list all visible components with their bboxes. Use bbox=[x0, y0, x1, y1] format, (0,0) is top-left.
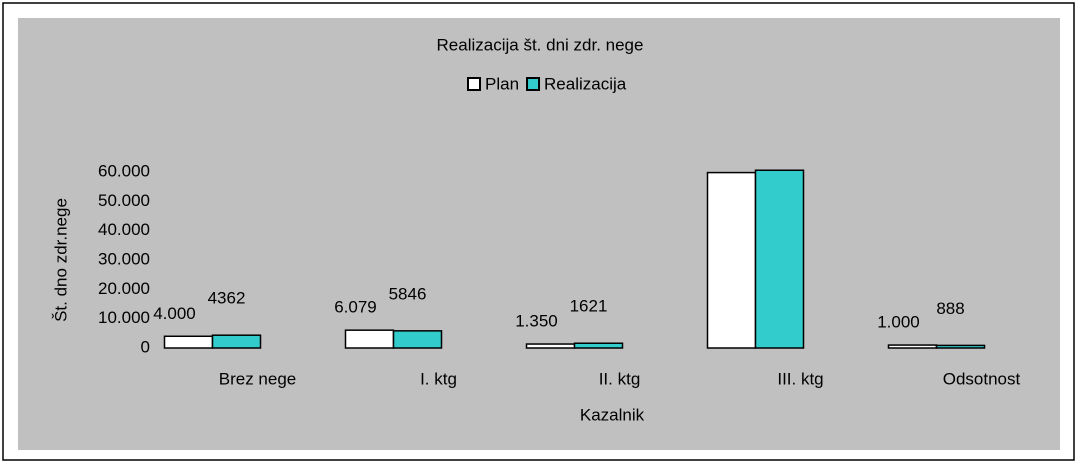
y-axis-label: Št. dno zdr.nege bbox=[51, 198, 70, 322]
bar bbox=[706, 171, 757, 349]
y-tick-label: 40.000 bbox=[98, 220, 150, 239]
data-label: 6.079 bbox=[334, 298, 377, 317]
data-label: 1.350 bbox=[515, 312, 558, 331]
x-tick-label: III. ktg bbox=[777, 369, 823, 388]
legend-swatch bbox=[526, 77, 541, 91]
y-tick-label: 50.000 bbox=[98, 191, 150, 210]
bar bbox=[754, 169, 805, 349]
data-label: 1.000 bbox=[877, 313, 920, 332]
data-label: 888 bbox=[936, 299, 964, 318]
bar bbox=[163, 335, 214, 349]
x-tick-label: Brez nege bbox=[219, 369, 297, 388]
data-label: 4.000 bbox=[153, 304, 196, 323]
bar bbox=[392, 330, 443, 349]
y-tick-label: 60.000 bbox=[98, 161, 150, 180]
legend-swatch bbox=[467, 77, 481, 91]
bar bbox=[887, 344, 938, 349]
y-tick-label: 0 bbox=[141, 337, 150, 356]
x-tick-label: Odsotnost bbox=[943, 369, 1021, 388]
data-label: 5846 bbox=[389, 284, 427, 303]
bar bbox=[211, 334, 262, 349]
bar bbox=[525, 343, 576, 349]
x-tick-label: I. ktg bbox=[420, 369, 457, 388]
x-axis-label: Kazalnik bbox=[580, 405, 645, 424]
chart-title: Realizacija št. dni zdr. nege bbox=[437, 35, 644, 54]
bar bbox=[935, 344, 986, 349]
legend-label: Plan bbox=[485, 74, 519, 93]
data-label: 4362 bbox=[208, 289, 246, 308]
data-label: 1621 bbox=[570, 297, 608, 316]
y-tick-label: 20.000 bbox=[98, 279, 150, 298]
x-tick-label: II. ktg bbox=[599, 369, 641, 388]
y-tick-label: 10.000 bbox=[98, 308, 150, 327]
bar bbox=[344, 329, 395, 349]
bar bbox=[573, 342, 624, 349]
legend-label: Realizacija bbox=[544, 74, 627, 93]
y-tick-label: 30.000 bbox=[98, 249, 150, 268]
